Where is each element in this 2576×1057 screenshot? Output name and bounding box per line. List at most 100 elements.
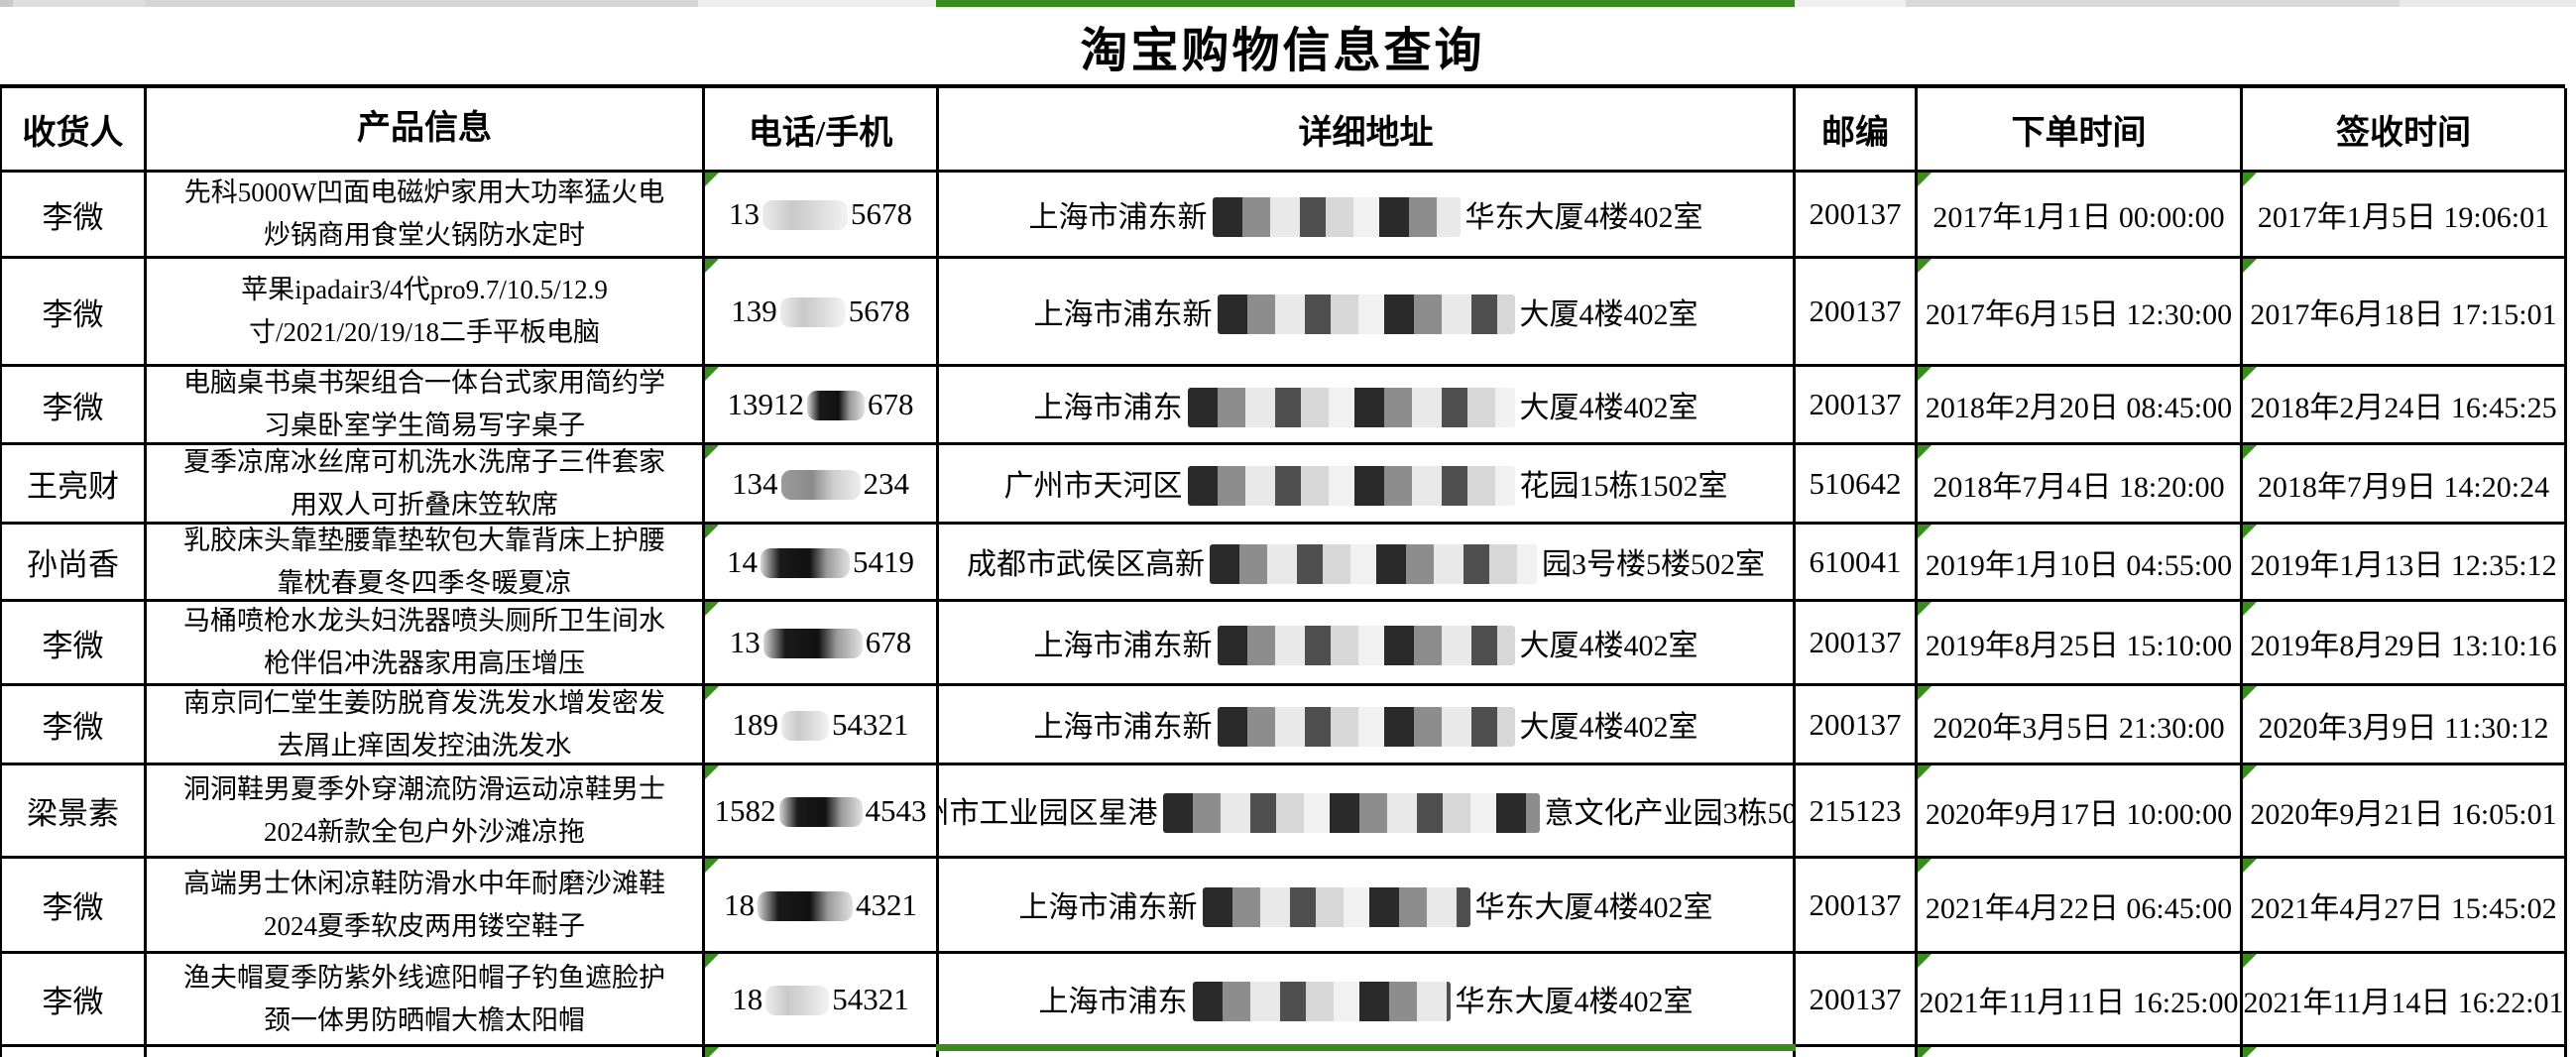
cell-phone[interactable]: 14 5419 bbox=[705, 525, 939, 602]
address-suffix: 华东大厦4楼402室 bbox=[1455, 986, 1694, 1018]
redaction-mosaic bbox=[1217, 294, 1515, 334]
header-product[interactable]: 产品信息 bbox=[147, 88, 705, 173]
cell-order-time[interactable]: 2018年7月4日 18:20:00 bbox=[1918, 445, 2243, 525]
cell-recipient[interactable]: 李微 bbox=[2, 602, 147, 686]
cell-zip[interactable]: 215123 bbox=[1796, 765, 1918, 859]
cell-sign-time[interactable]: 2019年8月29日 13:10:16 bbox=[2243, 602, 2567, 686]
redaction-mask bbox=[778, 796, 863, 827]
cell-recipient[interactable]: 梁景素 bbox=[2, 765, 147, 859]
cell-product[interactable]: 电脑桌书桌书架组合一体台式家用简约学习桌卧室学生简易写字桌子 bbox=[147, 367, 705, 445]
cell-sign-time[interactable]: 2019年1月13日 12:35:12 bbox=[2243, 525, 2567, 602]
cell-order-time[interactable]: 2021年4月22日 06:45:00 bbox=[1918, 859, 2243, 954]
cell-product[interactable] bbox=[147, 1047, 705, 1057]
cell-phone[interactable]: 1582 4543 bbox=[705, 765, 939, 859]
cell-recipient[interactable] bbox=[2, 1047, 147, 1057]
cell-product[interactable]: 夏季凉席冰丝席可机洗水洗席子三件套家用双人可折叠床笠软席 bbox=[147, 445, 705, 525]
cell-sign-time[interactable]: 2018年2月24日 16:45:25 bbox=[2243, 367, 2567, 445]
cell-order-time[interactable]: 2019年1月10日 04:55:00 bbox=[1918, 525, 2243, 602]
cell-order-time[interactable]: 2020年9月17日 10:00:00 bbox=[1918, 765, 2243, 859]
phone-suffix: 4543 bbox=[865, 792, 927, 828]
cell-order-time[interactable] bbox=[1918, 1047, 2243, 1057]
cell-phone[interactable]: 13 5678 bbox=[705, 173, 939, 259]
cell-order-time[interactable]: 2019年8月25日 15:10:00 bbox=[1918, 602, 2243, 686]
redaction-mask bbox=[807, 391, 865, 420]
cell-zip[interactable]: 200137 bbox=[1796, 954, 1918, 1047]
cell-recipient[interactable]: 李微 bbox=[2, 173, 147, 259]
cell-product[interactable]: 乳胶床头靠垫腰靠垫软包大靠背床上护腰靠枕春夏冬四季冬暖夏凉 bbox=[147, 525, 705, 602]
cell-address[interactable]: 成都市武侯区高新 园3号楼5楼502室 bbox=[939, 525, 1796, 602]
cell-product[interactable]: 马桶喷枪水龙头妇洗器喷头厕所卫生间水枪伴侣冲洗器家用高压增压 bbox=[147, 602, 705, 686]
cell-zip[interactable]: 200137 bbox=[1796, 686, 1918, 765]
cell-recipient[interactable]: 孙尚香 bbox=[2, 525, 147, 602]
cell-sign-time[interactable]: 2018年7月9日 14:20:24 bbox=[2243, 445, 2567, 525]
cell-address[interactable]: 上海市浦东 华东大厦4楼402室 bbox=[939, 954, 1796, 1047]
cell-order-time[interactable]: 2021年11月11日 16:25:00 bbox=[1918, 954, 2243, 1047]
cell-recipient[interactable]: 李微 bbox=[2, 954, 147, 1047]
address-prefix: 上海市浦东新 bbox=[1028, 200, 1208, 234]
error-indicator-triangle bbox=[1918, 445, 1932, 459]
error-indicator-triangle bbox=[2243, 367, 2257, 381]
cell-product[interactable]: 洞洞鞋男夏季外穿潮流防滑运动凉鞋男士2024新款全包户外沙滩凉拖 bbox=[147, 765, 705, 859]
cell-order-time[interactable]: 2017年6月15日 12:30:00 bbox=[1918, 259, 2243, 367]
cell-zip[interactable] bbox=[1796, 1047, 1918, 1057]
cell-recipient[interactable]: 李微 bbox=[2, 367, 147, 445]
cell-order-time[interactable]: 2018年2月20日 08:45:00 bbox=[1918, 367, 2243, 445]
header-order-time[interactable]: 下单时间 bbox=[1918, 88, 2243, 173]
cell-zip[interactable]: 200137 bbox=[1796, 859, 1918, 954]
cell-product[interactable]: 苹果ipadair3/4代pro9.7/10.5/12.9寸/2021/20/1… bbox=[147, 259, 705, 367]
cell-zip[interactable]: 510642 bbox=[1796, 445, 1918, 525]
cell-address[interactable]: 上海市浦东新 大厦4楼402室 bbox=[939, 686, 1796, 765]
cell-address[interactable]: 上海市浦东新 华东大厦4楼402室 bbox=[939, 859, 1796, 954]
cell-recipient[interactable]: 李微 bbox=[2, 686, 147, 765]
header-zip[interactable]: 邮编 bbox=[1796, 88, 1918, 173]
cell-product[interactable]: 先科5000W凹面电磁炉家用大功率猛火电炒锅商用食堂火锅防水定时 bbox=[147, 173, 705, 259]
cell-phone[interactable]: 139 5678 bbox=[705, 259, 939, 367]
header-recipient[interactable]: 收货人 bbox=[2, 88, 147, 173]
cell-phone[interactable]: 18 4321 bbox=[705, 859, 939, 954]
cell-product[interactable]: 高端男士休闲凉鞋防滑水中年耐磨沙滩鞋2024夏季软皮两用镂空鞋子 bbox=[147, 859, 705, 954]
cell-product[interactable]: 南京同仁堂生姜防脱育发洗发水增发密发去屑止痒固发控油洗发水 bbox=[147, 686, 705, 765]
table-row: 李微 先科5000W凹面电磁炉家用大功率猛火电炒锅商用食堂火锅防水定时 13 5678… bbox=[2, 173, 2567, 259]
cell-product[interactable]: 渔夫帽夏季防紫外线遮阳帽子钓鱼遮脸护颈一体男防晒帽大檐太阳帽 bbox=[147, 954, 705, 1047]
cell-sign-time[interactable]: 2021年4月27日 15:45:02 bbox=[2243, 859, 2567, 954]
cell-sign-time[interactable]: 2021年11月14日 16:22:01 bbox=[2243, 954, 2567, 1047]
cell-sign-time[interactable]: 2017年1月5日 19:06:01 bbox=[2243, 173, 2567, 259]
address-suffix: 华东大厦4楼402室 bbox=[1464, 200, 1703, 234]
cell-address[interactable]: 上海市浦东新 大厦4楼402室 bbox=[939, 602, 1796, 686]
address-prefix: 上海市浦东新 bbox=[1033, 629, 1213, 662]
cell-address[interactable]: 上海市浦东新 大厦4楼402室 bbox=[939, 259, 1796, 367]
cell-zip[interactable]: 200137 bbox=[1796, 602, 1918, 686]
cell-recipient[interactable]: 李微 bbox=[2, 859, 147, 954]
cell-sign-time[interactable]: 2017年6月18日 17:15:01 bbox=[2243, 259, 2567, 367]
cell-sign-time[interactable]: 2020年9月21日 16:05:01 bbox=[2243, 765, 2567, 859]
cell-zip[interactable]: 200137 bbox=[1796, 259, 1918, 367]
address-prefix: 上海市浦东新 bbox=[1018, 891, 1198, 924]
header-phone[interactable]: 电话/手机 bbox=[705, 88, 939, 173]
cell-phone[interactable] bbox=[705, 1047, 939, 1057]
cell-address[interactable] bbox=[936, 1044, 1796, 1057]
cell-sign-time[interactable]: 2020年3月9日 11:30:12 bbox=[2243, 686, 2567, 765]
address-value: 上海市浦东 大厦4楼402室 bbox=[1034, 383, 1698, 427]
cell-phone[interactable]: 13 678 bbox=[705, 602, 939, 686]
cell-recipient[interactable]: 王亮财 bbox=[2, 445, 147, 525]
cell-phone[interactable]: 134 234 bbox=[705, 445, 939, 525]
header-sign-time[interactable]: 签收时间 bbox=[2243, 88, 2567, 173]
header-address[interactable]: 详细地址 bbox=[939, 88, 1796, 173]
cell-phone[interactable]: 18 54321 bbox=[705, 954, 939, 1047]
cell-address[interactable]: 苏州市工业园区星港 意文化产业园3栋501室 bbox=[939, 765, 1796, 859]
cell-address[interactable]: 上海市浦东新 华东大厦4楼402室 bbox=[939, 173, 1796, 259]
cell-address[interactable]: 广州市天河区 花园15栋1502室 bbox=[939, 445, 1796, 525]
cell-zip[interactable]: 200137 bbox=[1796, 173, 1918, 259]
cell-sign-time[interactable] bbox=[2243, 1047, 2567, 1057]
cell-phone[interactable]: 189 54321 bbox=[705, 686, 939, 765]
sheet-column-sliver bbox=[1795, 0, 1906, 7]
cell-phone[interactable]: 13912 678 bbox=[705, 367, 939, 445]
phone-prefix: 13912 bbox=[727, 387, 805, 421]
cell-zip[interactable]: 610041 bbox=[1796, 525, 1918, 602]
cell-order-time[interactable]: 2017年1月1日 00:00:00 bbox=[1918, 173, 2243, 259]
cell-order-time[interactable]: 2020年3月5日 21:30:00 bbox=[1918, 686, 2243, 765]
phone-suffix: 5419 bbox=[853, 543, 914, 579]
cell-address[interactable]: 上海市浦东 大厦4楼402室 bbox=[939, 367, 1796, 445]
cell-zip[interactable]: 200137 bbox=[1796, 367, 1918, 445]
cell-recipient[interactable]: 李微 bbox=[2, 259, 147, 367]
